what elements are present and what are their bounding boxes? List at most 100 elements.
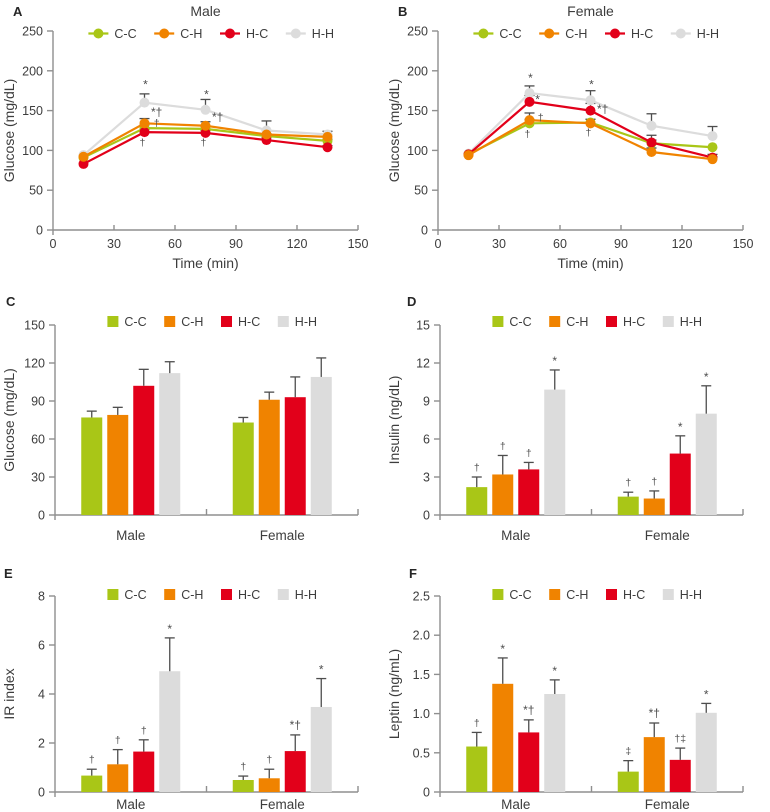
legend-swatch-C-H bbox=[549, 589, 561, 600]
y-tick-label: 9 bbox=[423, 395, 430, 409]
data-point-C-H-15 bbox=[463, 150, 474, 161]
y-tick-label: 250 bbox=[22, 25, 43, 39]
significance-marker: *† bbox=[151, 105, 162, 119]
significance-marker: † bbox=[586, 127, 592, 139]
bar-H-C-female bbox=[284, 397, 306, 515]
legend-swatch-H-C bbox=[221, 316, 232, 327]
significance-marker: † bbox=[538, 112, 544, 124]
panel-label-B: B bbox=[398, 4, 408, 19]
x-tick-label: 150 bbox=[348, 237, 369, 251]
significance-marker: * bbox=[528, 71, 533, 85]
data-point-H-C-75 bbox=[585, 105, 596, 116]
category-label-male: Male bbox=[116, 797, 145, 812]
panel-D: D 0 3 6 9 12 15 Insulin (ng/dL) C-C C-H H-C H-H Mal… bbox=[385, 280, 770, 560]
y-tick-label: 200 bbox=[407, 64, 428, 78]
y-tick-label: 0.5 bbox=[413, 746, 430, 760]
legend-swatch-C-H bbox=[164, 316, 176, 327]
y-tick-label: 4 bbox=[38, 688, 45, 702]
bar-H-C-male bbox=[518, 469, 540, 515]
significance-marker: *† bbox=[597, 102, 608, 116]
bar-C-C-female bbox=[617, 771, 639, 792]
data-point-H-H-135 bbox=[707, 131, 718, 142]
bar-C-C-male bbox=[466, 487, 488, 515]
x-tick-label: 90 bbox=[229, 237, 243, 251]
legend-swatch-C-H bbox=[549, 316, 561, 327]
significance-marker: † bbox=[526, 447, 532, 459]
significance-marker: † bbox=[474, 717, 480, 729]
data-point-H-C-45 bbox=[139, 127, 150, 138]
bar-chart-ir-index: 0 2 4 6 8 IR index C-C C-H H-C H-H Male † † † * Female †… bbox=[1, 588, 359, 812]
y-tick-label: 150 bbox=[22, 104, 43, 118]
legend-swatch-C-H bbox=[164, 589, 176, 600]
bar-C-H-male bbox=[107, 414, 129, 515]
legend-label-C-H: C-H bbox=[566, 588, 588, 602]
bar-H-C-male bbox=[133, 751, 155, 792]
significance-marker: † bbox=[625, 477, 631, 489]
data-point-H-H-105 bbox=[646, 120, 657, 131]
legend-label-H-C: H-C bbox=[631, 27, 653, 41]
significance-marker: * bbox=[589, 77, 594, 91]
bar-C-H-female bbox=[258, 399, 280, 515]
y-tick-label: 60 bbox=[31, 433, 45, 447]
bar-C-H-female bbox=[643, 498, 665, 515]
y-tick-label: 0 bbox=[38, 786, 45, 800]
bar-chart-glucose: 0 30 60 90 120 150 Glucose (mg/dL) C-C C-H H-C H-H… bbox=[1, 315, 359, 543]
legend-label-C-H: C-H bbox=[181, 588, 203, 602]
panel-C: C 0 30 60 90 120 150 Glucose (mg/dL) C-C C-H H-C H… bbox=[0, 280, 385, 560]
significance-marker: † bbox=[89, 754, 95, 766]
x-axis-title: Time (min) bbox=[557, 255, 623, 271]
significance-marker: † bbox=[141, 725, 147, 737]
significance-marker: * bbox=[143, 77, 148, 91]
y-tick-label: 90 bbox=[31, 395, 45, 409]
legend-marker-H-C bbox=[610, 28, 620, 39]
legend-marker-C-C bbox=[478, 28, 489, 39]
x-tick-label: 0 bbox=[50, 237, 57, 251]
y-tick-label: 2 bbox=[38, 737, 45, 751]
y-tick-label: 100 bbox=[407, 144, 428, 158]
y-axis-title: Glucose (mg/dL) bbox=[386, 79, 402, 182]
significance-marker: * bbox=[167, 622, 172, 636]
legend-label-C-C: C-C bbox=[509, 588, 531, 602]
legend-label-C-C: C-C bbox=[124, 588, 146, 602]
legend-marker-H-C bbox=[225, 28, 235, 39]
x-axis-title: Time (min) bbox=[172, 255, 238, 271]
legend-label-H-C: H-C bbox=[238, 588, 260, 602]
legend-label-H-H: H-H bbox=[697, 27, 719, 41]
data-point-C-H-45 bbox=[139, 118, 150, 129]
legend-marker-C-H bbox=[159, 28, 170, 39]
legend-swatch-H-C bbox=[606, 316, 617, 327]
significance-marker: * bbox=[678, 420, 683, 434]
panel-label-D: D bbox=[407, 294, 417, 309]
category-label-male: Male bbox=[116, 528, 145, 543]
line-chart-glucose-female: 0 50 100 150 200 250 Glucose (mg/dL) Female 0 30 6… bbox=[386, 3, 754, 271]
legend-label-H-C: H-C bbox=[623, 315, 645, 329]
legend-label-H-H: H-H bbox=[295, 588, 317, 602]
y-tick-label: 1.5 bbox=[413, 668, 430, 682]
panel-label-C: C bbox=[6, 294, 16, 309]
significance-marker: ‡ bbox=[625, 746, 631, 758]
line-chart-glucose-male: 0 50 100 150 200 250 Glucose (mg/dL) Male 0 30 60 9… bbox=[1, 3, 369, 271]
legend: C-C C-H H-C H-H bbox=[473, 27, 719, 41]
legend: C-C C-H H-C H-H bbox=[107, 588, 317, 602]
bar-H-C-male bbox=[133, 385, 155, 515]
significance-marker: * bbox=[704, 370, 709, 384]
legend-swatch-C-C bbox=[492, 316, 504, 327]
significance-marker: † bbox=[525, 128, 531, 140]
bar-C-H-male bbox=[492, 683, 514, 792]
x-tick-label: 30 bbox=[492, 237, 506, 251]
data-point-H-H-75 bbox=[585, 95, 596, 106]
category-label-female: Female bbox=[645, 797, 690, 812]
significance-marker: *† bbox=[290, 718, 301, 732]
x-tick-label: 150 bbox=[733, 237, 754, 251]
category-label-female: Female bbox=[260, 528, 305, 543]
significance-marker: † bbox=[140, 137, 146, 149]
legend-swatch-H-H bbox=[662, 316, 674, 327]
bar-C-C-male bbox=[81, 417, 103, 515]
y-tick-label: 120 bbox=[24, 357, 45, 371]
bar-H-H-male bbox=[544, 694, 566, 792]
x-tick-label: 0 bbox=[435, 237, 442, 251]
data-point-C-H-75 bbox=[585, 118, 596, 129]
legend-label-H-H: H-H bbox=[680, 315, 702, 329]
category-label-female: Female bbox=[645, 528, 690, 543]
